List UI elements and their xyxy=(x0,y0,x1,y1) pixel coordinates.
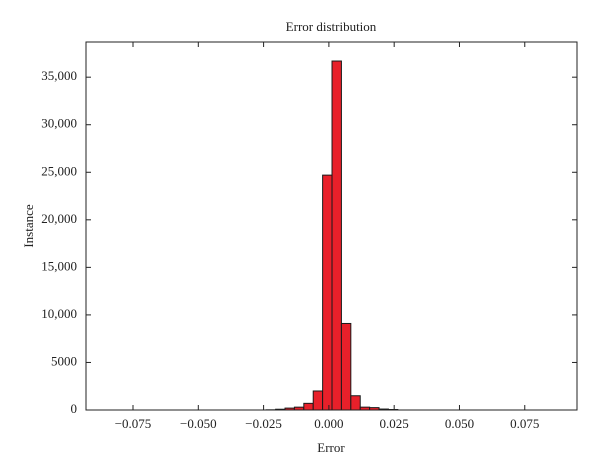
y-tick-label: 25,000 xyxy=(41,163,77,178)
bar xyxy=(350,395,361,411)
y-axis-label: Instance xyxy=(21,204,36,248)
x-tick-label: −0.025 xyxy=(245,416,282,431)
x-tick-label: −0.050 xyxy=(180,416,217,431)
x-axis-label: Error xyxy=(317,440,345,455)
chart-title: Error distribution xyxy=(286,19,377,34)
y-tick-label: 30,000 xyxy=(41,116,77,131)
y-tick-label: 10,000 xyxy=(41,306,77,321)
x-tick-label: 0.000 xyxy=(314,416,343,431)
y-tick-label: 0 xyxy=(71,401,78,416)
bar xyxy=(322,174,333,411)
bar xyxy=(331,60,342,411)
y-tick-label: 20,000 xyxy=(41,211,77,226)
x-tick-label: 0.050 xyxy=(445,416,474,431)
x-tick-label: 0.025 xyxy=(380,416,409,431)
y-tick-label: 5000 xyxy=(51,353,77,368)
bar xyxy=(312,390,324,411)
bar xyxy=(303,402,314,411)
y-tick-label: 35,000 xyxy=(41,68,77,83)
y-tick-label: 15,000 xyxy=(41,258,77,273)
x-tick-label: 0.075 xyxy=(510,416,539,431)
bar xyxy=(340,322,352,411)
plot-frame xyxy=(85,41,578,411)
x-tick-label: −0.075 xyxy=(115,416,152,431)
